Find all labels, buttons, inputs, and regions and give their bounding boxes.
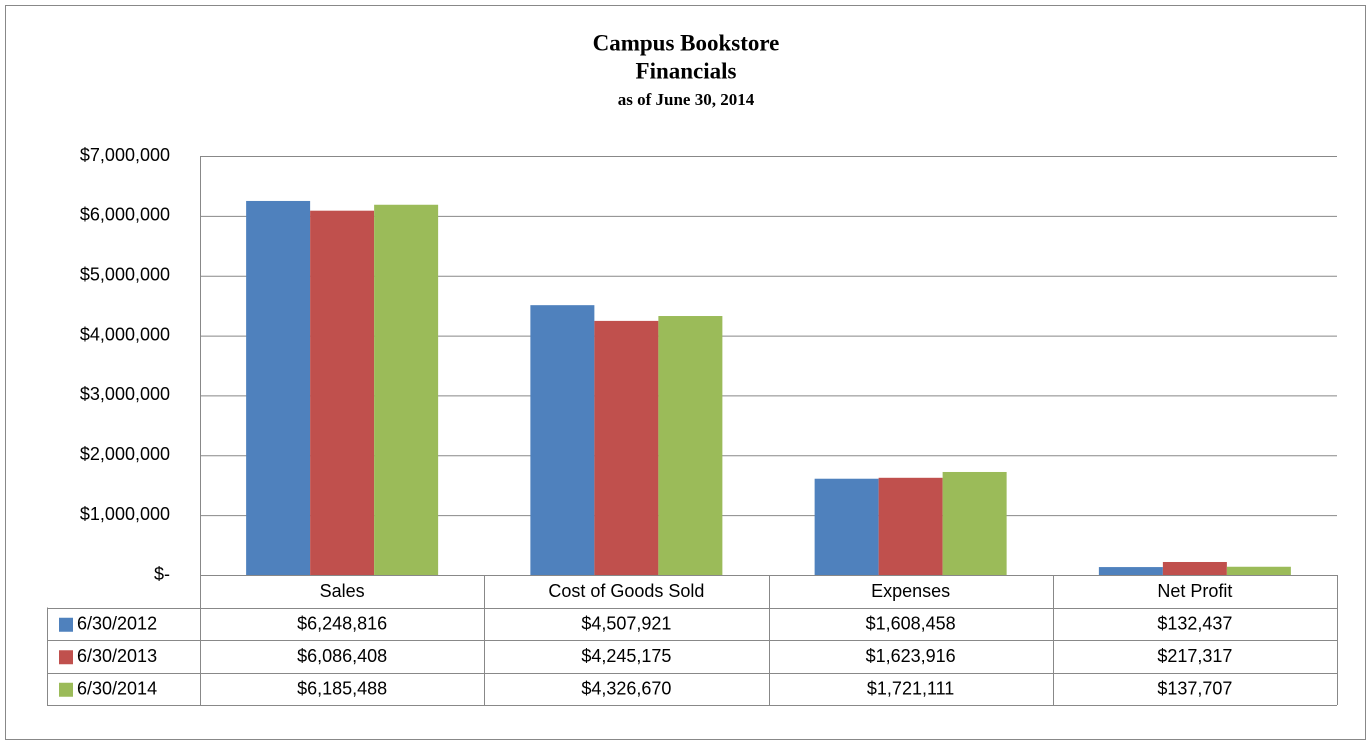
chart-subtitle: as of June 30, 2014 [618,90,755,109]
table-value: $1,623,916 [866,646,956,666]
x-tick-label: Cost of Goods Sold [548,581,704,601]
table-value: $4,507,921 [581,614,671,634]
y-tick-label: $6,000,000 [80,205,170,225]
x-tick-label: Net Profit [1157,581,1232,601]
table-value: $132,437 [1157,614,1232,634]
table-value: $1,721,111 [867,679,954,699]
table-value: $217,317 [1157,646,1232,666]
legend-label: 6/30/2012 [77,614,157,634]
table-value: $6,086,408 [297,646,387,666]
legend-swatch [59,682,73,697]
legend-label: 6/30/2013 [77,646,157,666]
table-value: $6,248,816 [297,614,387,634]
y-tick-label: $7,000,000 [80,145,170,165]
y-tick-label: $4,000,000 [80,324,170,344]
bar [530,305,595,575]
bar [374,204,439,575]
table-value: $6,185,488 [297,679,387,699]
y-tick-label: $2,000,000 [80,444,170,464]
bar [1162,561,1227,575]
bar [942,471,1007,575]
y-tick-label: $1,000,000 [80,504,170,524]
legend-swatch [59,617,73,632]
bar [814,478,879,575]
x-tick-label: Sales [320,581,365,601]
y-tick-label: $- [154,564,170,584]
bar [594,320,659,575]
table-value: $4,326,670 [581,679,671,699]
bar [246,200,311,575]
bar [878,477,943,575]
y-tick-label: $3,000,000 [80,384,170,404]
bar [658,316,723,575]
y-tick-label: $5,000,000 [80,264,170,284]
chart-subtitle: Financials [636,58,737,83]
bar [1226,566,1291,575]
bar [310,210,375,576]
x-tick-label: Expenses [871,581,950,601]
bar [1098,567,1163,575]
table-value: $137,707 [1157,679,1232,699]
legend-swatch [59,650,73,665]
table-value: $4,245,175 [581,646,671,666]
chart-title: Campus Bookstore [593,30,780,55]
legend-label: 6/30/2014 [77,679,157,699]
table-value: $1,608,458 [866,614,956,634]
